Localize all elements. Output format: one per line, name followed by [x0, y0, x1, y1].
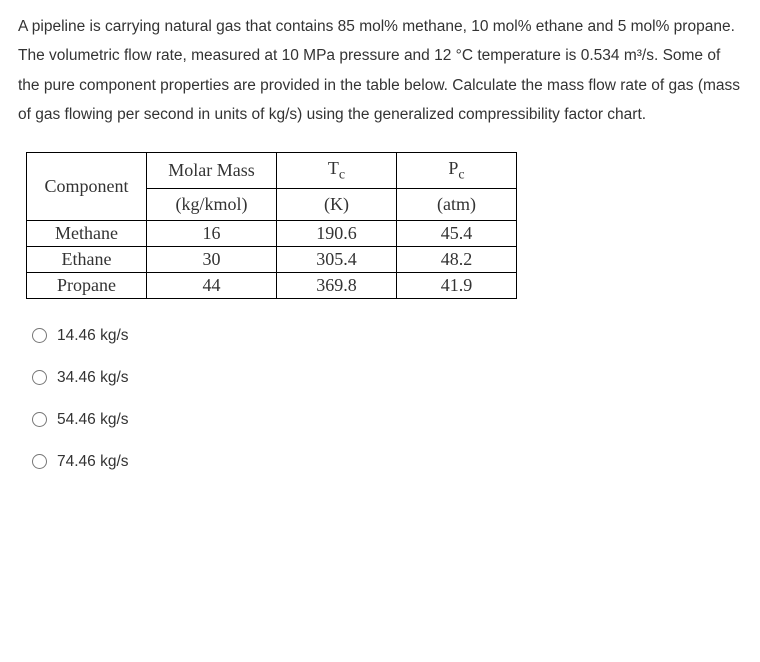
answer-option[interactable]: 34.46 kg/s [32, 369, 742, 387]
radio-icon [32, 454, 47, 469]
option-label: 54.46 kg/s [57, 411, 129, 429]
cell-tc: 190.6 [277, 220, 397, 246]
answer-option[interactable]: 14.46 kg/s [32, 327, 742, 345]
option-label: 34.46 kg/s [57, 369, 129, 387]
answer-option[interactable]: 74.46 kg/s [32, 453, 742, 471]
table-row: Methane 16 190.6 45.4 [27, 220, 517, 246]
answer-options: 14.46 kg/s 34.46 kg/s 54.46 kg/s 74.46 k… [32, 327, 742, 471]
radio-icon [32, 412, 47, 427]
cell-component: Ethane [27, 246, 147, 272]
option-label: 14.46 kg/s [57, 327, 129, 345]
table-header-row: Component Molar Mass Tc Pc [27, 152, 517, 188]
cell-molar-mass: 44 [147, 272, 277, 298]
cell-component: Propane [27, 272, 147, 298]
component-properties-table: Component Molar Mass Tc Pc (kg/kmol) (K)… [26, 152, 517, 299]
radio-icon [32, 328, 47, 343]
radio-icon [32, 370, 47, 385]
cell-pc: 41.9 [397, 272, 517, 298]
col-header-tc: Tc [277, 152, 397, 188]
answer-option[interactable]: 54.46 kg/s [32, 411, 742, 429]
cell-molar-mass: 30 [147, 246, 277, 272]
problem-statement: A pipeline is carrying natural gas that … [18, 12, 742, 130]
cell-pc: 48.2 [397, 246, 517, 272]
table-row: Propane 44 369.8 41.9 [27, 272, 517, 298]
cell-tc: 369.8 [277, 272, 397, 298]
col-unit-molar-mass: (kg/kmol) [147, 189, 277, 220]
col-unit-tc: (K) [277, 189, 397, 220]
col-header-pc: Pc [397, 152, 517, 188]
col-header-component: Component [27, 152, 147, 220]
cell-tc: 305.4 [277, 246, 397, 272]
col-header-molar-mass: Molar Mass [147, 152, 277, 188]
col-unit-pc: (atm) [397, 189, 517, 220]
table-row: Ethane 30 305.4 48.2 [27, 246, 517, 272]
option-label: 74.46 kg/s [57, 453, 129, 471]
cell-molar-mass: 16 [147, 220, 277, 246]
cell-pc: 45.4 [397, 220, 517, 246]
cell-component: Methane [27, 220, 147, 246]
